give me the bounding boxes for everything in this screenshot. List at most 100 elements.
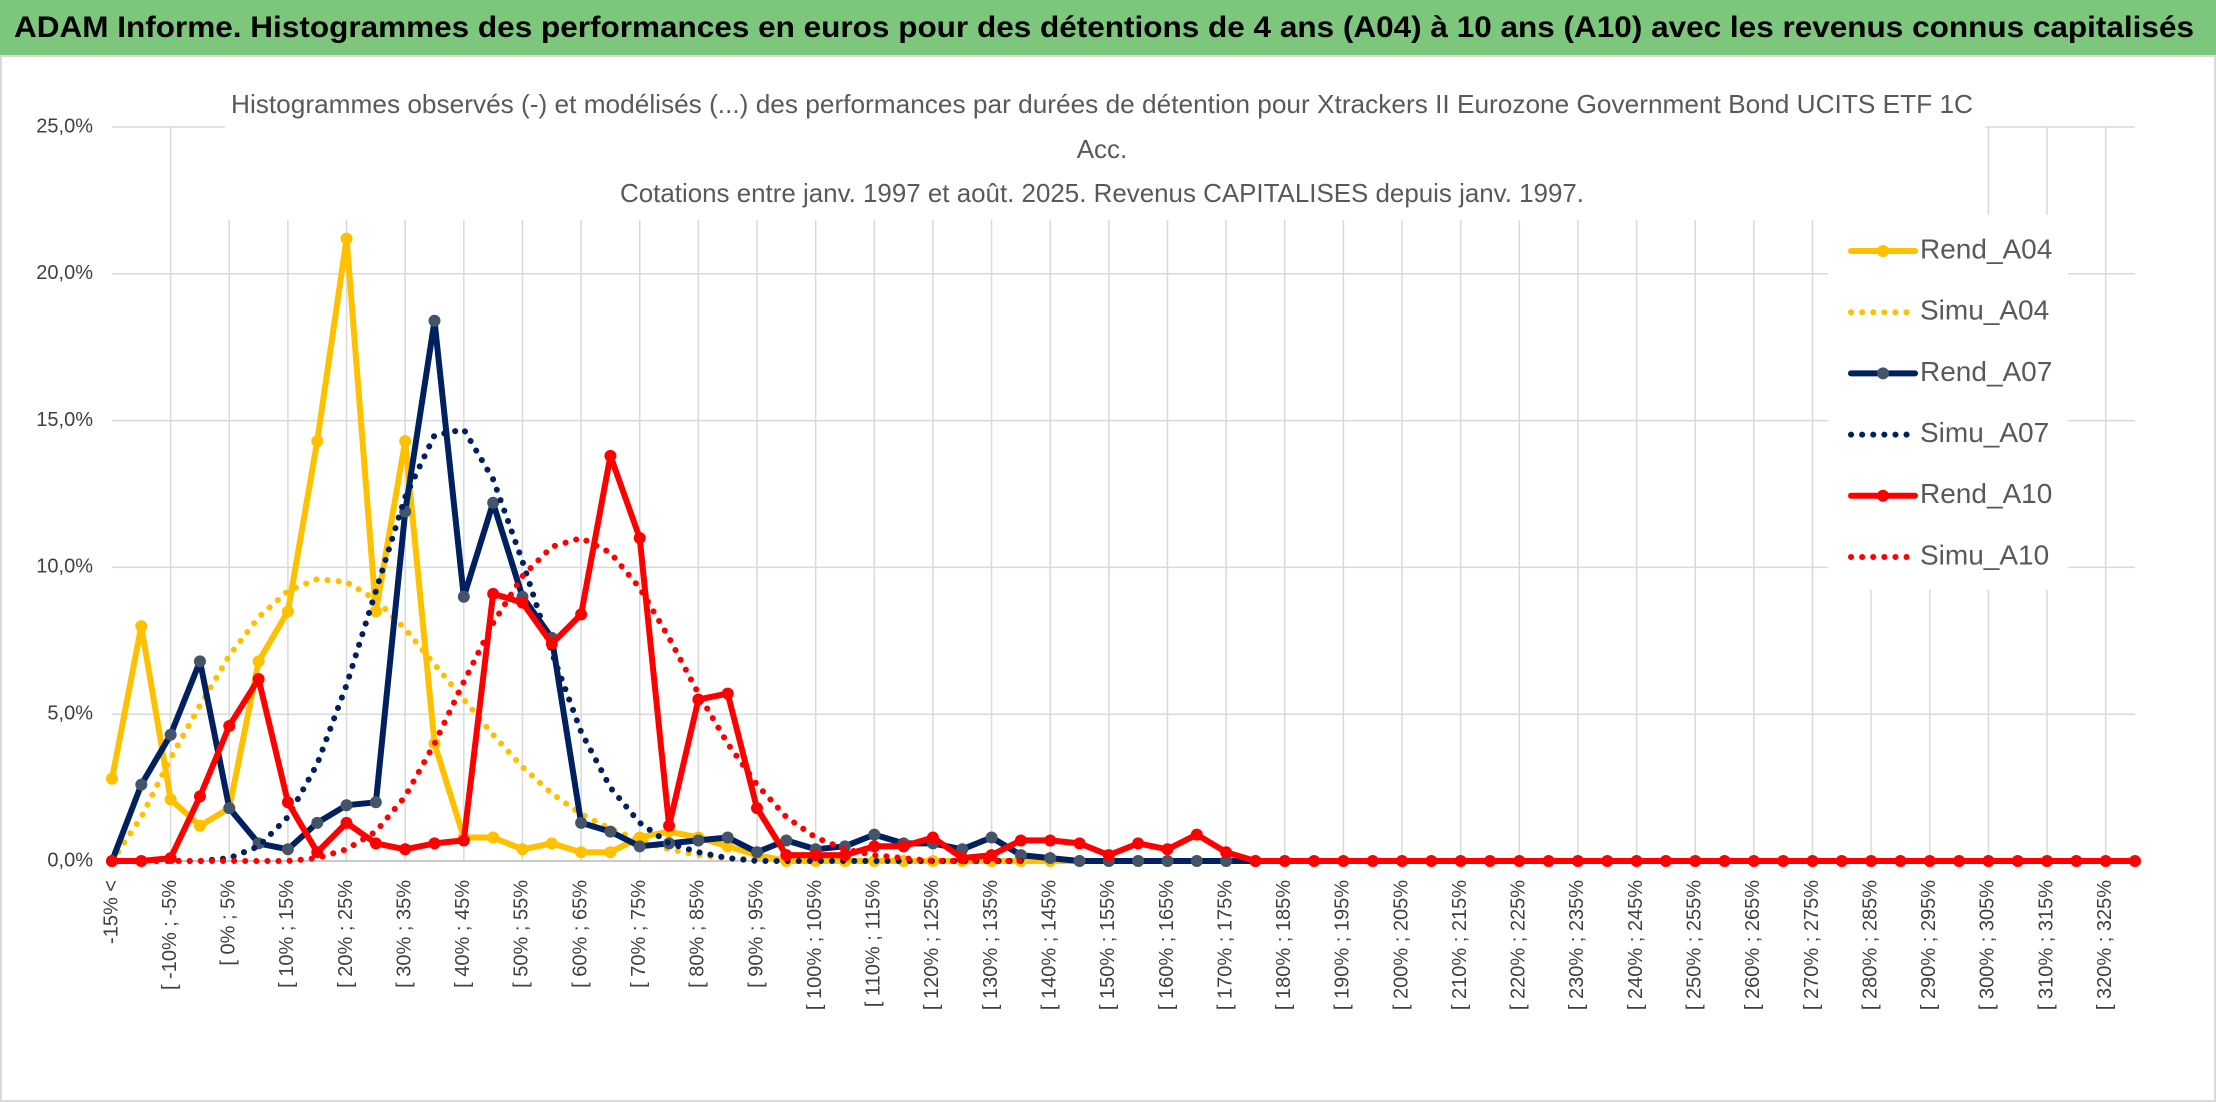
banner-title: ADAM Informe. Histogrammes des performan… [14,11,2194,44]
x-tick-label: [ 80% ; 85% [687,880,709,988]
x-tick-label: [ 180% ; 185% [1273,880,1295,1010]
series-marker [1630,855,1643,867]
x-tick-label: [ 230% ; 235% [1566,880,1588,1010]
x-tick-label: [ 10% ; 15% [276,880,298,988]
series-line [109,452,2138,864]
series-marker [135,855,148,867]
series-marker [897,840,910,853]
y-tick-label: 5,0% [47,702,93,724]
series-marker [1073,837,1086,850]
series-marker [164,793,177,806]
series-marker [340,799,353,812]
legend-label: Simu_A07 [1920,417,2049,448]
series-marker [340,232,353,245]
series-marker [575,608,588,621]
y-tick-label: 25,0% [36,115,93,137]
x-tick-label: [ 0% ; 5% [218,880,240,966]
series-marker [1483,855,1496,867]
x-tick-label: [ 220% ; 225% [1508,880,1530,1010]
series-marker [1044,834,1057,847]
legend-label: Simu_A04 [1920,295,2049,326]
x-tick-label: [ -10% ; -5% [159,880,181,990]
series-marker [1835,855,1848,867]
x-tick-label: [ 280% ; 285% [1859,880,1881,1010]
series-marker [721,840,734,853]
x-tick-label: [ 290% ; 295% [1918,880,1940,1010]
x-tick-label: [ 310% ; 315% [2035,880,2057,1010]
x-tick-label: [ 70% ; 75% [628,880,650,988]
series-marker [193,655,206,668]
series-marker [604,846,617,859]
series-marker [399,435,412,448]
x-tick-label: [ 320% ; 325% [2094,880,2116,1010]
series-marker [252,655,265,668]
series-marker [575,846,588,859]
series-marker [751,802,764,815]
chart-title: Acc. [1077,134,1128,164]
series-marker [428,314,441,327]
series-marker [369,837,382,850]
series-marker [604,449,617,462]
series-marker [1190,828,1203,841]
x-tick-label: [ 250% ; 255% [1683,880,1705,1010]
legend-backdrop [1828,215,2068,590]
y-tick-label: 10,0% [36,556,93,578]
series-marker [692,834,705,847]
chart-title: Histogrammes observés (-) et modélisés (… [231,89,1973,119]
legend-marker [1877,245,1889,257]
series-marker [223,802,236,815]
x-tick-label: [ 150% ; 155% [1097,880,1119,1010]
series-marker [281,605,294,618]
series-marker [2129,855,2141,867]
series-line [109,535,1024,864]
series-marker [575,816,588,829]
series-marker [1249,855,1262,867]
x-tick-label: [ 50% ; 55% [511,880,533,988]
x-tick-label: [ 90% ; 95% [745,880,767,988]
series-marker [457,834,470,847]
series-marker [868,840,881,853]
series-marker [721,687,734,700]
y-tick-label: 20,0% [36,262,93,284]
series-line [109,576,1024,864]
series-marker [809,849,822,862]
series-marker [1278,855,1291,867]
series-marker [751,846,764,859]
series-marker [399,843,412,856]
y-tick-label: 15,0% [36,409,93,431]
series-marker [193,819,206,832]
series-marker [1923,855,1936,867]
series-marker [311,435,324,448]
frame [0,55,2216,1102]
x-tick-label: [ 120% ; 125% [921,880,943,1010]
series-marker [281,796,294,809]
series-marker [252,672,265,685]
series-marker [1190,855,1203,867]
series-marker [2011,855,2024,867]
banner [0,0,2216,56]
series-marker [1014,834,1027,847]
series-marker [838,849,851,862]
series-marker [428,837,441,850]
series-marker [487,587,500,600]
series-marker [545,637,558,650]
series-marker [1747,855,1760,867]
series-marker [164,728,177,741]
series-marker [1337,855,1350,867]
x-tick-label: [ 130% ; 135% [980,880,1002,1010]
series-marker [868,828,881,841]
series-line [109,426,1024,864]
x-tick-label: [ 100% ; 105% [804,880,826,1010]
chart-title: Cotations entre janv. 1997 et août. 2025… [620,178,1584,208]
series-marker [1425,855,1438,867]
series-marker [633,532,646,545]
series-marker [1132,855,1145,867]
x-tick-label: [ 30% ; 35% [393,880,415,988]
series-marker [340,816,353,829]
series-marker [1571,855,1584,867]
series-marker [2070,855,2083,867]
series-marker [1454,855,1467,867]
series-marker [604,825,617,838]
series-marker [369,605,382,618]
